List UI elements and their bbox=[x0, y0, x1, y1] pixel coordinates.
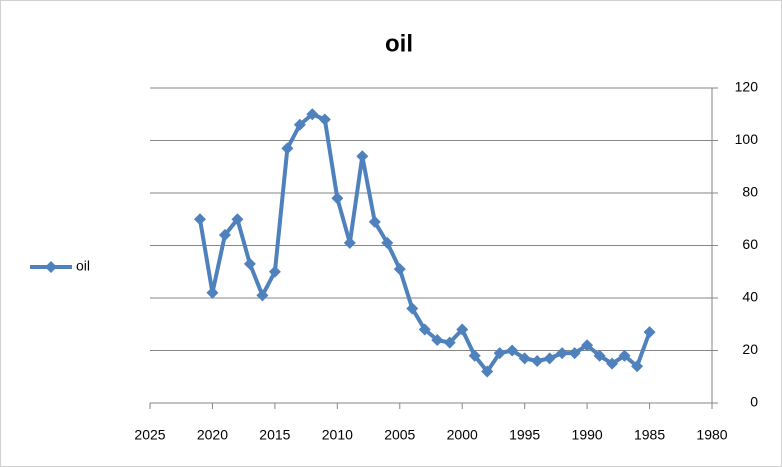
data-point bbox=[406, 302, 419, 315]
data-point bbox=[243, 257, 256, 270]
data-point bbox=[543, 352, 556, 365]
y-tick-label: 20 bbox=[742, 341, 758, 357]
y-tick-label: 0 bbox=[750, 394, 758, 410]
data-point bbox=[368, 215, 381, 228]
data-point bbox=[581, 339, 594, 352]
data-point bbox=[231, 213, 244, 226]
legend-label: oil bbox=[76, 258, 90, 274]
x-tick-label: 1980 bbox=[696, 427, 727, 443]
data-point bbox=[256, 289, 269, 302]
data-point bbox=[506, 344, 519, 357]
data-point bbox=[306, 108, 319, 121]
data-point bbox=[356, 150, 369, 163]
data-point bbox=[268, 265, 281, 278]
x-tick-label: 2005 bbox=[384, 427, 415, 443]
y-tick-label: 40 bbox=[742, 289, 758, 305]
legend-marker bbox=[45, 261, 57, 273]
data-point bbox=[318, 113, 331, 126]
data-point bbox=[456, 323, 469, 336]
data-point bbox=[193, 213, 206, 226]
data-point bbox=[343, 236, 356, 249]
data-point bbox=[218, 229, 231, 241]
data-point bbox=[568, 347, 581, 360]
data-point bbox=[631, 360, 644, 373]
data-point bbox=[618, 349, 631, 362]
chart-title: oil bbox=[385, 30, 413, 57]
data-point bbox=[493, 347, 506, 360]
data-point bbox=[331, 192, 344, 205]
y-tick-label: 80 bbox=[742, 184, 758, 200]
data-point bbox=[393, 263, 406, 276]
y-tick-label: 60 bbox=[742, 236, 758, 252]
data-point bbox=[293, 118, 306, 131]
data-point bbox=[606, 357, 619, 370]
x-tick-label: 1985 bbox=[634, 427, 665, 443]
data-point bbox=[281, 142, 294, 155]
data-point bbox=[381, 236, 394, 249]
data-point bbox=[443, 336, 456, 349]
x-tick-label: 1990 bbox=[572, 427, 603, 443]
data-point bbox=[206, 286, 219, 299]
x-tick-label: 2010 bbox=[322, 427, 353, 443]
data-point bbox=[593, 349, 606, 362]
x-tick-label: 2015 bbox=[259, 427, 290, 443]
data-point bbox=[643, 326, 656, 339]
data-point bbox=[431, 334, 444, 346]
data-point bbox=[418, 323, 431, 336]
data-point bbox=[481, 365, 494, 378]
x-tick-label: 1995 bbox=[509, 427, 540, 443]
x-tick-label: 2020 bbox=[197, 427, 228, 443]
data-point bbox=[468, 349, 481, 362]
data-point bbox=[531, 355, 544, 367]
y-tick-label: 100 bbox=[735, 131, 759, 147]
data-point bbox=[518, 352, 531, 365]
x-tick-label: 2000 bbox=[447, 427, 478, 443]
x-tick-label: 2025 bbox=[134, 427, 165, 443]
y-tick-label: 120 bbox=[735, 79, 759, 95]
data-point bbox=[556, 347, 569, 360]
